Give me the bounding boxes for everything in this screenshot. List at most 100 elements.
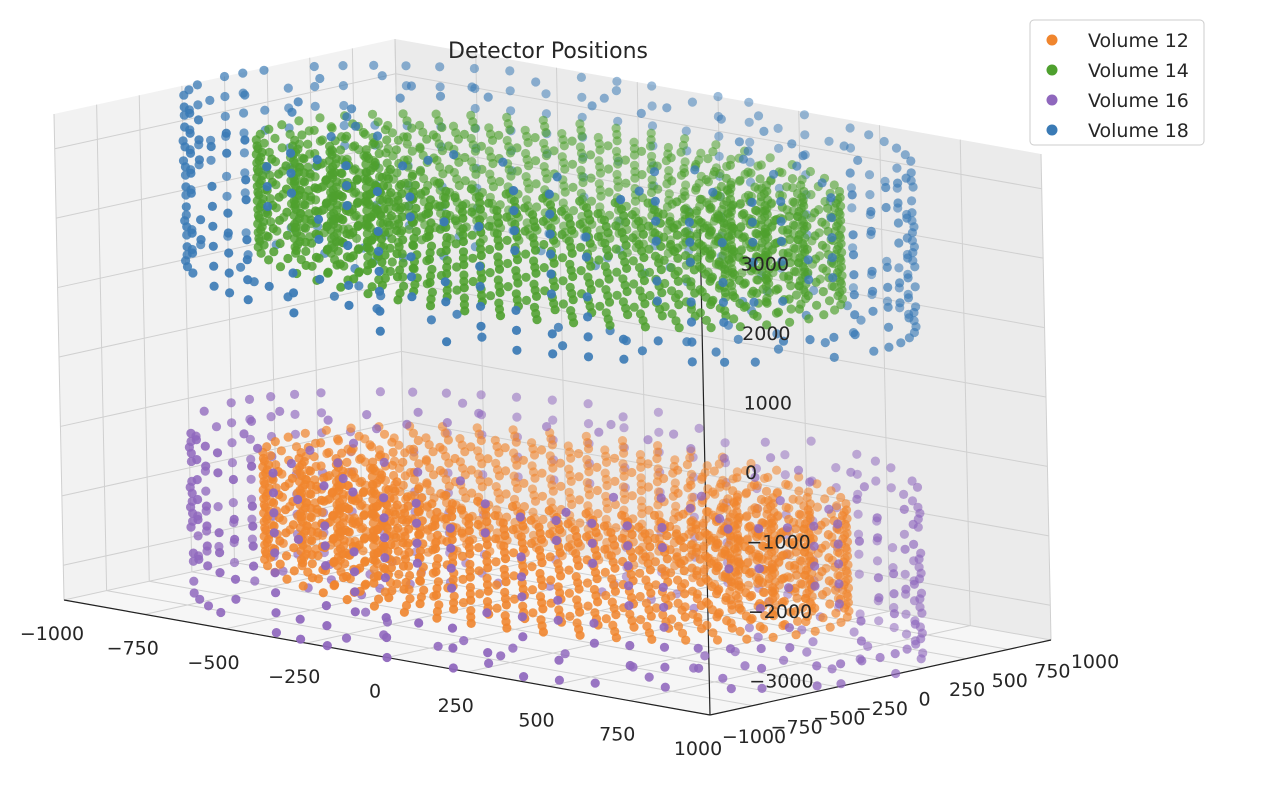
data-point [483, 454, 493, 464]
data-point [658, 582, 668, 593]
data-point [180, 162, 190, 172]
data-point [618, 334, 629, 344]
data-point [613, 159, 623, 169]
data-point [780, 470, 790, 480]
data-point [268, 468, 278, 478]
data-point [466, 184, 476, 194]
x-tick-label: 250 [438, 695, 474, 717]
data-point [260, 523, 270, 533]
data-point [193, 494, 203, 505]
data-point [300, 214, 310, 224]
data-point [888, 543, 898, 553]
data-point [186, 448, 196, 458]
data-point [583, 399, 593, 409]
data-point [841, 566, 851, 576]
data-point [255, 179, 265, 189]
data-point [560, 649, 570, 659]
data-point [367, 508, 378, 519]
data-point [379, 513, 389, 523]
data-point [749, 297, 759, 307]
data-point [574, 472, 584, 482]
data-point [659, 602, 669, 612]
data-point [790, 221, 800, 231]
data-point [380, 553, 390, 563]
data-point [377, 470, 387, 480]
data-point [322, 621, 332, 631]
data-point [910, 262, 920, 272]
data-point [500, 530, 510, 541]
data-point [495, 311, 506, 321]
data-point [728, 200, 738, 210]
data-point [264, 281, 274, 291]
data-point [721, 173, 731, 183]
data-point [882, 262, 892, 272]
data-point [681, 126, 691, 136]
data-point [657, 522, 667, 533]
data-point [387, 586, 397, 596]
data-point [425, 301, 436, 311]
data-point [527, 562, 537, 572]
data-point [446, 563, 456, 573]
data-point [602, 481, 612, 491]
data-point [274, 192, 284, 202]
data-point [574, 584, 584, 594]
data-point [711, 140, 721, 150]
data-point [797, 556, 807, 566]
data-point [692, 229, 702, 239]
data-point [365, 189, 375, 199]
data-point [270, 548, 280, 558]
data-point [738, 154, 749, 164]
data-point [603, 228, 613, 238]
data-point [573, 538, 583, 548]
data-point [397, 212, 407, 222]
y-tick-label: −750 [771, 717, 823, 739]
data-point [424, 440, 434, 450]
data-point [892, 163, 902, 173]
data-point [827, 253, 837, 263]
data-point [383, 174, 394, 184]
data-point [541, 89, 551, 99]
data-point [320, 541, 330, 551]
data-point [883, 302, 893, 312]
data-point [185, 108, 195, 118]
data-point [548, 463, 558, 473]
data-point [895, 298, 905, 308]
data-point [399, 281, 409, 291]
data-point [241, 228, 251, 238]
data-point [679, 566, 689, 576]
data-point [855, 609, 865, 619]
data-point [584, 490, 595, 500]
data-point [853, 529, 864, 539]
data-point [187, 228, 197, 238]
data-point [186, 428, 196, 438]
data-point [848, 243, 858, 253]
data-point [348, 228, 358, 238]
data-point [306, 480, 316, 490]
data-point [576, 72, 587, 82]
data-point [636, 456, 646, 466]
data-point [213, 502, 223, 512]
data-point [325, 147, 335, 157]
data-point [354, 281, 364, 291]
data-point [846, 467, 856, 477]
data-point [384, 593, 394, 603]
data-point [494, 241, 504, 251]
data-point [538, 514, 548, 525]
data-point [845, 123, 855, 133]
y-tick-label: −1000 [722, 726, 786, 748]
data-point [617, 510, 627, 520]
data-point [768, 609, 778, 619]
data-point [742, 511, 752, 521]
data-point [787, 174, 798, 184]
data-point [495, 287, 505, 298]
data-point [820, 494, 830, 504]
data-point [476, 390, 486, 400]
data-point [187, 488, 197, 498]
data-point [630, 196, 641, 206]
data-point [627, 467, 637, 478]
data-point [288, 520, 298, 530]
data-point [644, 267, 655, 277]
data-point [866, 206, 876, 217]
data-point [636, 146, 647, 156]
data-point [782, 523, 793, 533]
